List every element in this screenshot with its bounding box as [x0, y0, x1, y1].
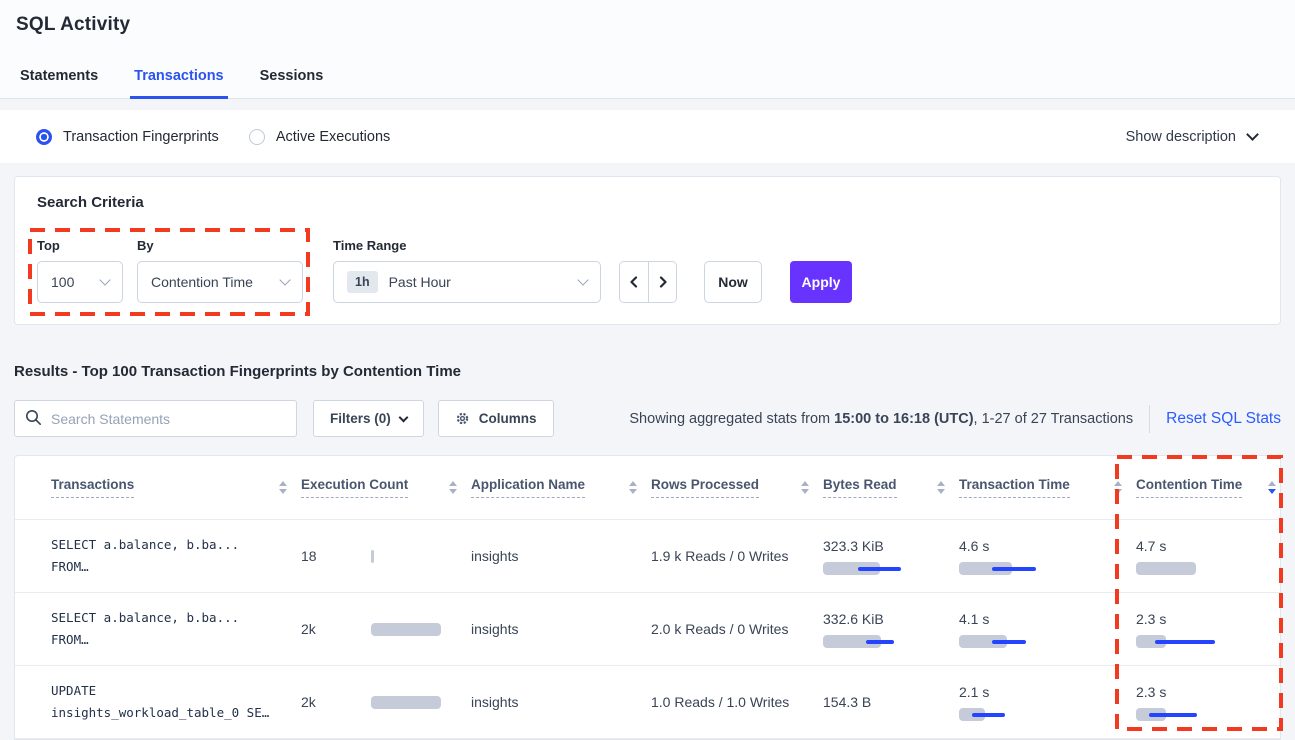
gear-icon — [456, 412, 468, 425]
sort-icon[interactable] — [937, 481, 945, 494]
transaction-fingerprint-link[interactable]: SELECT a.balance, b.ba... FROM… — [51, 537, 240, 574]
chevron-right-icon — [659, 276, 667, 288]
execution-count-cell: 18 — [301, 548, 471, 564]
transaction-fingerprint-link[interactable]: UPDATE insights_workload_table_0 SE… — [51, 683, 270, 720]
sort-icon[interactable] — [449, 481, 457, 494]
contention-time-cell: 4.7 s — [1136, 538, 1280, 575]
time-range-select[interactable]: 1h Past Hour — [333, 261, 601, 303]
column-header-execution-count[interactable]: Execution Count — [301, 477, 471, 498]
chevron-down-icon — [279, 273, 291, 286]
previous-time-range-button[interactable] — [620, 262, 648, 302]
chevron-down-icon — [1246, 127, 1259, 141]
column-header-bytes-read[interactable]: Bytes Read — [823, 477, 959, 498]
table-row: SELECT a.balance, b.ba... FROM… 18 insig… — [15, 520, 1280, 593]
transaction-time-bar — [959, 561, 1045, 575]
transaction-fingerprint-link[interactable]: SELECT a.balance, b.ba... FROM… — [51, 610, 240, 647]
page-header: SQL Activity Statements Transactions Ses… — [0, 0, 1295, 99]
execution-count-cell: 2k — [301, 621, 471, 637]
transaction-time-cell: 4.6 s — [959, 538, 1136, 575]
sort-icon[interactable] — [801, 481, 809, 494]
reset-sql-stats-link[interactable]: Reset SQL Stats — [1166, 409, 1281, 427]
bytes-read-cell: 332.6 KiB — [823, 611, 959, 648]
time-range-badge: 1h — [347, 271, 378, 293]
column-header-contention-time[interactable]: Contention Time — [1136, 477, 1280, 498]
next-time-range-button[interactable] — [648, 262, 676, 302]
application-name-cell: insights — [471, 621, 519, 637]
transaction-time-bar — [959, 634, 1045, 648]
transaction-time-cell: 4.1 s — [959, 611, 1136, 648]
rows-processed-cell: 1.9 k Reads / 0 Writes — [651, 548, 789, 564]
chevron-down-icon — [577, 273, 589, 286]
transaction-time-bar — [959, 707, 1045, 721]
contention-time-bar — [1136, 634, 1222, 648]
aggregated-stats-text: Showing aggregated stats from 15:00 to 1… — [629, 410, 1134, 427]
show-description-toggle[interactable]: Show description — [1126, 127, 1259, 145]
contention-time-cell: 2.3 s — [1136, 684, 1280, 721]
rows-processed-cell: 2.0 k Reads / 0 Writes — [651, 621, 789, 637]
table-row: SELECT a.balance, b.ba... FROM… 2k insig… — [15, 593, 1280, 666]
sort-icon[interactable] — [1268, 481, 1276, 494]
radio-transaction-fingerprints[interactable]: Transaction Fingerprints — [36, 128, 219, 145]
tab-sessions[interactable]: Sessions — [259, 68, 324, 84]
search-criteria-card: Search Criteria Top 100 By Contention Ti… — [14, 176, 1281, 325]
top-label: Top — [37, 238, 60, 253]
results-heading: Results - Top 100 Transaction Fingerprin… — [14, 363, 462, 380]
radio-active-executions[interactable]: Active Executions — [248, 128, 390, 145]
bytes-read-cell: 323.3 KiB — [823, 538, 959, 575]
contention-time-cell: 2.3 s — [1136, 611, 1280, 648]
table-header-row: Transactions Execution Count Application… — [15, 456, 1280, 520]
transactions-table: Transactions Execution Count Application… — [14, 455, 1281, 740]
divider — [1149, 404, 1151, 433]
chevron-down-icon — [99, 273, 111, 286]
contention-time-bar — [1136, 561, 1222, 575]
search-icon — [25, 409, 42, 431]
columns-button[interactable]: Columns — [437, 400, 554, 437]
bytes-read-bar — [823, 561, 909, 575]
rows-processed-cell: 1.0 Reads / 1.0 Writes — [651, 694, 790, 710]
main-tabs: Statements Transactions Sessions — [16, 68, 327, 99]
sort-icon[interactable] — [279, 481, 287, 494]
column-header-transaction-time[interactable]: Transaction Time — [959, 477, 1136, 498]
radio-icon[interactable] — [36, 128, 52, 145]
column-header-transactions[interactable]: Transactions — [51, 477, 301, 498]
search-criteria-title: Search Criteria — [37, 194, 144, 211]
tab-statements[interactable]: Statements — [20, 68, 99, 84]
bytes-read-cell: 154.3 B — [823, 694, 872, 710]
bytes-read-bar — [823, 634, 909, 648]
by-select[interactable]: Contention Time — [137, 261, 303, 303]
page-title: SQL Activity — [16, 14, 131, 35]
search-box — [14, 400, 297, 437]
transaction-time-cell: 2.1 s — [959, 684, 1136, 721]
time-range-step-buttons — [619, 261, 677, 303]
column-header-application-name[interactable]: Application Name — [471, 477, 651, 498]
by-label: By — [137, 238, 154, 253]
table-row: UPDATE insights_workload_table_0 SE… 2k … — [15, 666, 1280, 739]
column-header-rows-processed[interactable]: Rows Processed — [651, 477, 823, 498]
apply-button[interactable]: Apply — [790, 261, 852, 303]
application-name-cell: insights — [471, 694, 519, 710]
execution-count-bar — [371, 695, 457, 709]
tab-transactions[interactable]: Transactions — [130, 68, 228, 99]
time-range-label: Time Range — [333, 238, 407, 253]
sort-icon[interactable] — [1114, 481, 1122, 494]
sort-icon[interactable] — [629, 481, 637, 494]
radio-icon[interactable] — [248, 128, 265, 145]
chevron-left-icon — [630, 276, 638, 288]
contention-time-bar — [1136, 707, 1222, 721]
execution-count-bar — [371, 622, 457, 636]
execution-count-bar — [371, 549, 457, 563]
now-button[interactable]: Now — [704, 261, 762, 303]
filters-button[interactable]: Filters (0) — [313, 400, 424, 437]
chevron-down-icon — [398, 412, 409, 422]
search-input[interactable] — [14, 400, 297, 437]
application-name-cell: insights — [471, 548, 519, 564]
results-toolbar: Filters (0) Columns Showing aggregated s… — [14, 400, 1281, 437]
view-toggle-bar: Transaction Fingerprints Active Executio… — [0, 110, 1295, 163]
top-select[interactable]: 100 — [37, 261, 123, 303]
execution-count-cell: 2k — [301, 694, 471, 710]
